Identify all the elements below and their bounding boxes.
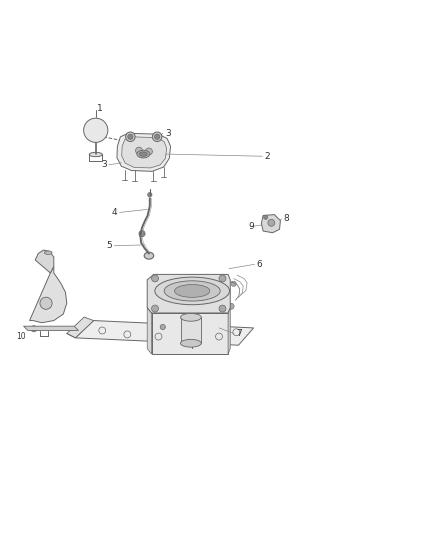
Text: 3: 3 [165,129,171,138]
Circle shape [155,134,160,139]
Ellipse shape [164,281,220,301]
Text: 10: 10 [17,332,26,341]
Text: 7: 7 [236,329,242,338]
Text: 9: 9 [249,222,254,231]
Circle shape [152,275,159,282]
Circle shape [126,132,135,142]
Circle shape [135,147,142,154]
Ellipse shape [155,277,230,305]
Text: 5: 5 [106,241,112,250]
Ellipse shape [144,252,154,259]
Circle shape [231,281,236,286]
Ellipse shape [44,251,52,254]
Circle shape [145,148,152,155]
Circle shape [152,305,159,312]
Circle shape [40,297,52,309]
Ellipse shape [180,313,201,321]
Text: 3: 3 [101,160,107,169]
Text: 8: 8 [283,214,289,223]
Polygon shape [147,274,230,313]
Circle shape [219,305,226,312]
Polygon shape [261,215,280,233]
Circle shape [31,326,37,332]
Circle shape [228,303,234,309]
Polygon shape [30,266,67,322]
Text: 4: 4 [112,208,117,217]
Circle shape [268,220,275,227]
Polygon shape [75,320,254,345]
Circle shape [148,192,152,197]
Polygon shape [180,317,201,343]
Ellipse shape [139,152,147,156]
Ellipse shape [89,152,102,157]
Circle shape [160,325,166,329]
Polygon shape [67,317,94,338]
Circle shape [152,132,162,142]
Polygon shape [24,326,78,330]
Polygon shape [35,250,54,273]
Polygon shape [152,313,228,354]
Ellipse shape [175,285,210,297]
Circle shape [264,215,268,220]
Circle shape [182,325,187,329]
Polygon shape [147,308,152,354]
Text: 2: 2 [265,152,270,161]
Ellipse shape [180,340,201,347]
Polygon shape [117,133,170,172]
Circle shape [139,231,145,237]
Circle shape [219,275,226,282]
Text: 6: 6 [257,260,262,269]
Ellipse shape [137,150,150,158]
Circle shape [128,134,133,139]
Text: 1: 1 [97,104,103,113]
Polygon shape [228,308,230,354]
Polygon shape [122,137,167,168]
Circle shape [84,118,108,142]
